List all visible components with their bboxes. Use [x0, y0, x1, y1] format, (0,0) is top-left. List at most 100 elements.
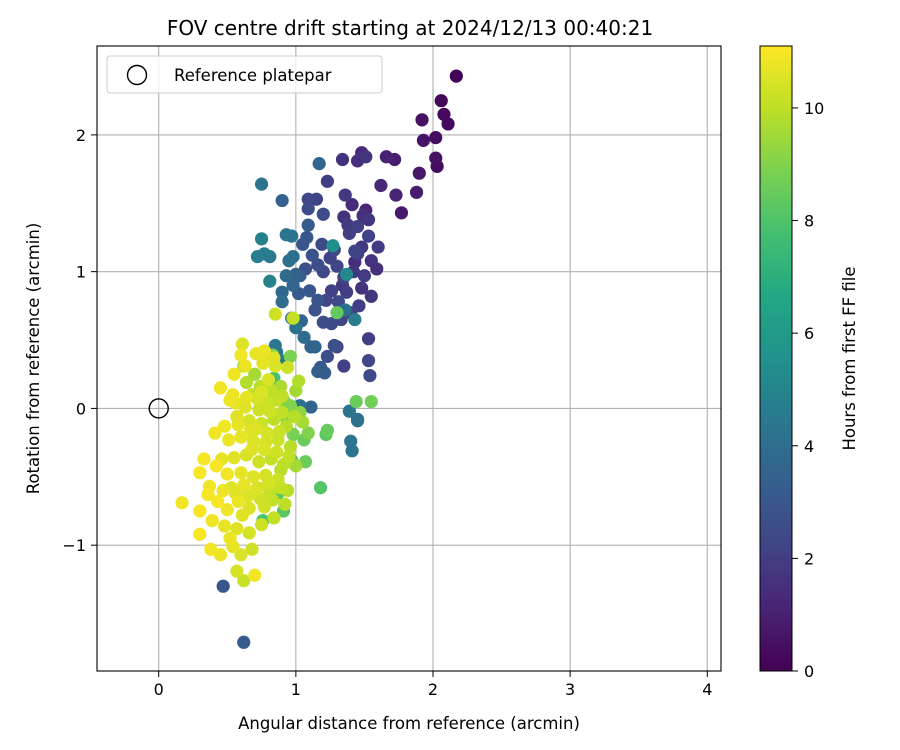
data-point [412, 166, 426, 180]
gridlines [97, 46, 721, 671]
data-point [327, 338, 341, 353]
data-point [338, 188, 352, 202]
data-point [193, 466, 207, 480]
colorbar-label: Hours from first FF file [840, 266, 859, 450]
data-point [250, 250, 265, 264]
legend-marker-icon [126, 64, 148, 86]
data-point [193, 504, 207, 518]
data-point [289, 459, 303, 473]
data-point [267, 511, 281, 525]
data-point [282, 449, 296, 463]
data-point [237, 635, 251, 649]
data-point [286, 311, 300, 325]
data-point [220, 467, 234, 481]
data-point [281, 360, 295, 374]
data-point [230, 522, 244, 536]
data-point [257, 344, 271, 358]
colorbar: 0 2 4 6 8 10 Hours from first FF file [759, 45, 859, 681]
data-point [254, 177, 269, 191]
colorbar-tick-label: 6 [804, 324, 814, 343]
data-point [348, 312, 362, 327]
data-point [211, 494, 225, 509]
data-point [315, 237, 329, 251]
data-point [239, 390, 254, 405]
y-axis-ticks: −1 0 1 2 [62, 126, 97, 555]
data-point [275, 285, 289, 299]
data-point [252, 455, 266, 469]
data-point [320, 349, 334, 364]
data-point [223, 531, 237, 545]
data-point [246, 470, 260, 484]
data-point [237, 478, 251, 492]
data-point [213, 381, 228, 395]
data-point [449, 69, 463, 83]
data-point [409, 185, 424, 199]
data-point [231, 418, 245, 432]
data-point [292, 374, 306, 388]
y-tick-label: 1 [76, 263, 86, 282]
data-point [205, 513, 219, 528]
colorbar-tick-label: 2 [804, 549, 814, 568]
data-point [234, 430, 248, 444]
data-point [248, 367, 262, 381]
data-point [316, 315, 330, 329]
data-point [326, 239, 340, 253]
data-point [324, 284, 339, 298]
data-point [361, 353, 376, 368]
data-point [349, 394, 363, 409]
data-point [257, 442, 271, 457]
data-point [301, 218, 315, 232]
data-point [275, 193, 289, 208]
data-point [223, 393, 237, 407]
data-point [193, 527, 207, 541]
colorbar-tick-label: 4 [804, 437, 814, 456]
data-point [371, 240, 385, 254]
data-point [313, 481, 328, 495]
data-point [242, 526, 256, 540]
data-point [257, 500, 271, 514]
data-point [275, 405, 289, 420]
colorbar-tick-label: 10 [804, 99, 824, 118]
x-tick-label: 0 [154, 680, 164, 699]
data-point [394, 206, 409, 220]
data-point [374, 178, 388, 193]
data-point [359, 150, 373, 164]
data-point [429, 131, 443, 145]
data-point [304, 400, 318, 414]
x-axis-ticks: 0 1 2 3 4 [154, 671, 712, 699]
data-point [301, 202, 315, 216]
data-point [320, 174, 334, 188]
data-point [175, 496, 189, 510]
data-point [256, 356, 270, 370]
data-point [330, 259, 344, 273]
data-point [197, 452, 211, 466]
data-point [279, 228, 293, 242]
data-point [254, 518, 269, 532]
data-point [345, 198, 359, 212]
data-point [216, 483, 230, 498]
data-point [238, 359, 252, 373]
data-point [245, 442, 259, 457]
x-axis-label: Angular distance from reference (arcmin) [238, 714, 580, 733]
legend-entry-reference-platepar: Reference platepar [174, 66, 332, 85]
data-point [361, 213, 376, 227]
data-point [301, 426, 315, 440]
data-point [434, 94, 448, 108]
data-point [379, 150, 393, 164]
data-point [261, 477, 276, 491]
data-point [267, 351, 281, 365]
data-point [441, 117, 455, 131]
data-point [204, 542, 218, 556]
data-point [220, 503, 234, 517]
data-point [311, 364, 325, 379]
data-point [263, 404, 277, 418]
data-point [254, 385, 269, 399]
data-point [300, 230, 314, 245]
data-point [283, 349, 297, 364]
data-point [227, 451, 241, 465]
data-point [231, 494, 245, 509]
x-tick-label: 2 [428, 680, 438, 699]
chart-title: FOV centre drift starting at 2024/12/13 … [167, 16, 653, 40]
data-point [344, 434, 358, 448]
data-point [364, 254, 378, 268]
